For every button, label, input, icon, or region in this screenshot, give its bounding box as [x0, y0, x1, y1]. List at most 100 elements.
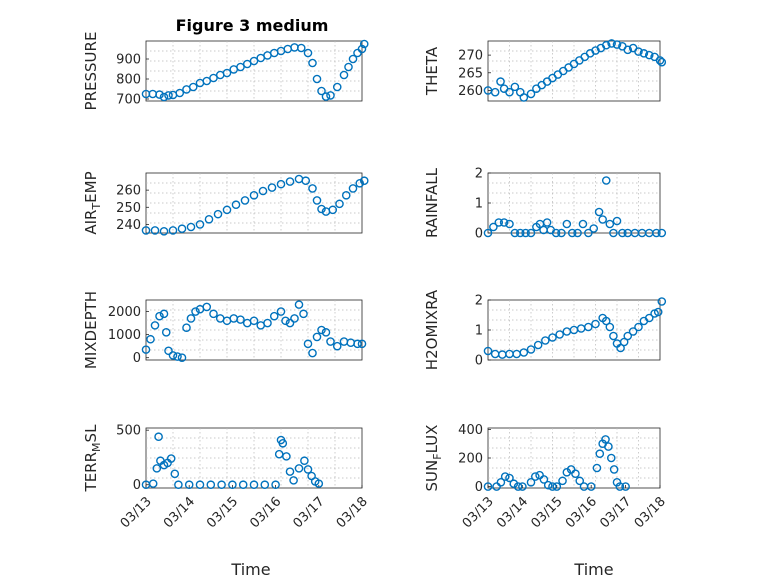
- data-point: [618, 228, 627, 238]
- data-point: [510, 228, 520, 238]
- y-tick-label: 260: [458, 84, 483, 99]
- data-point: [317, 86, 326, 96]
- data-point: [557, 228, 566, 238]
- data-point: [548, 333, 557, 342]
- data-point: [278, 438, 288, 448]
- data-point: [321, 328, 331, 337]
- y-axis-label-7: TERRMSL: [82, 424, 103, 493]
- data-point: [519, 348, 529, 357]
- data-point: [594, 207, 604, 217]
- data-point: [166, 454, 176, 463]
- data-point: [249, 480, 259, 490]
- data-point: [301, 176, 311, 186]
- data-point: [202, 302, 212, 312]
- data-point: [655, 56, 665, 65]
- data-point: [177, 224, 187, 234]
- data-point: [531, 472, 540, 481]
- data-point: [605, 322, 615, 332]
- data-point: [217, 480, 226, 490]
- data-point: [228, 480, 237, 490]
- data-point: [317, 325, 326, 335]
- data-point: [551, 228, 561, 238]
- data-point: [500, 472, 510, 481]
- data-point: [505, 87, 514, 97]
- data-point: [571, 469, 580, 479]
- data-point: [607, 39, 616, 48]
- data-point: [586, 482, 596, 491]
- data-point: [321, 92, 331, 101]
- data-point: [604, 442, 613, 451]
- data-point: [592, 463, 602, 473]
- data-point: [308, 184, 317, 193]
- y-axis-label-3: AIRTEMP: [82, 171, 103, 234]
- data-point: [308, 58, 317, 68]
- data-point: [623, 331, 633, 341]
- data-point: [332, 82, 342, 92]
- subplot-6: 0 1 2 H2OMIXRA: [423, 289, 667, 370]
- data-point: [601, 40, 611, 50]
- y-tick-label: 240: [116, 218, 141, 233]
- data-point: [238, 480, 248, 490]
- data-point: [359, 39, 369, 49]
- data-point: [657, 57, 667, 67]
- data-point: [644, 50, 654, 60]
- data-point: [483, 482, 493, 491]
- data-point: [489, 222, 498, 232]
- y-tick-label: 400: [458, 423, 483, 438]
- data-point: [173, 352, 182, 361]
- data-point: [601, 435, 610, 444]
- data-point: [164, 346, 173, 356]
- data-point: [240, 196, 250, 205]
- data-point: [155, 90, 164, 99]
- data-point: [526, 345, 536, 354]
- data-point: [518, 482, 527, 491]
- data-point: [206, 480, 216, 490]
- data-point: [231, 200, 241, 210]
- data-point: [146, 334, 155, 344]
- data-point: [584, 228, 593, 238]
- data-point: [548, 482, 557, 491]
- x-tick-label: 03/18: [334, 494, 371, 531]
- data-point: [510, 82, 520, 92]
- y-axis-label-6: H2OMIXRA: [423, 289, 441, 370]
- data-point: [294, 300, 304, 309]
- data-point: [209, 309, 218, 319]
- data-point: [578, 219, 588, 229]
- subplot-3: 240 250 260 AIRTEMP: [82, 171, 369, 236]
- figure-title: Figure 3 medium: [176, 16, 329, 35]
- data-point: [595, 449, 605, 459]
- data-point: [623, 45, 633, 55]
- data-point: [496, 477, 506, 487]
- data-point: [312, 196, 322, 205]
- data-point: [612, 40, 622, 49]
- data-point: [290, 314, 299, 323]
- x-tick-label: 03/13: [460, 494, 497, 531]
- data-point: [621, 482, 630, 491]
- data-point: [141, 345, 151, 354]
- data-point: [543, 480, 553, 490]
- data-point: [188, 82, 198, 92]
- data-point: [186, 222, 196, 232]
- data-point: [505, 219, 514, 229]
- data-point: [242, 59, 252, 69]
- data-point: [332, 341, 342, 351]
- x-axis-label-right: Time: [573, 560, 613, 579]
- data-point: [541, 336, 550, 345]
- y-tick-label: 0: [133, 351, 141, 366]
- data-point: [141, 226, 151, 235]
- data-point: [505, 473, 514, 483]
- data-point: [170, 469, 180, 479]
- data-point: [303, 339, 313, 349]
- data-point: [294, 464, 304, 473]
- data-point: [521, 228, 530, 238]
- data-point: [300, 456, 309, 466]
- data-point: [152, 464, 162, 473]
- data-point: [348, 54, 358, 64]
- y-tick-label: 900: [116, 53, 141, 68]
- data-point: [526, 89, 536, 99]
- data-point: [499, 218, 509, 227]
- data-point: [289, 476, 298, 485]
- y-tick-label: 270: [458, 49, 483, 64]
- data-point: [303, 48, 313, 58]
